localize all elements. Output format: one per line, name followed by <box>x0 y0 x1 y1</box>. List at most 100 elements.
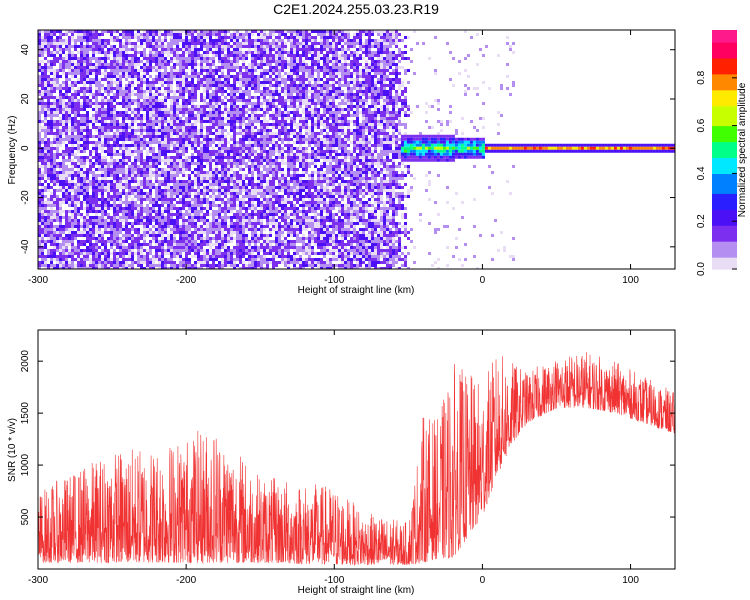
heatmap-cell <box>254 105 257 108</box>
heatmap-cell <box>209 222 212 225</box>
heatmap-cell <box>185 156 188 159</box>
heatmap-cell <box>41 189 44 192</box>
heatmap-cell <box>254 45 257 48</box>
heatmap-cell <box>95 150 98 153</box>
heatmap-cell <box>47 165 50 168</box>
heatmap-cell <box>107 30 110 33</box>
heatmap-cell <box>89 252 92 255</box>
heatmap-cell <box>56 204 59 207</box>
heatmap-cell <box>128 213 131 216</box>
heatmap-cell <box>146 228 149 231</box>
heatmap-cell <box>230 147 233 150</box>
heatmap-cell <box>239 66 242 69</box>
heatmap-cell <box>227 36 230 39</box>
heatmap-cell <box>143 231 146 234</box>
heatmap-cell <box>113 258 116 261</box>
heatmap-cell <box>170 225 173 228</box>
heatmap-cell <box>68 240 71 243</box>
heatmap-cell <box>104 99 107 102</box>
heatmap-cell <box>206 90 209 93</box>
heatmap-cell <box>62 39 65 42</box>
heatmap-cell <box>53 114 56 117</box>
heatmap-cell <box>251 138 254 141</box>
heatmap-cell <box>209 264 212 267</box>
heatmap-cell <box>239 108 242 111</box>
heatmap-cell <box>161 234 164 237</box>
heatmap-cell <box>158 78 161 81</box>
heatmap-cell <box>209 105 212 108</box>
heatmap-cell <box>86 111 89 114</box>
heatmap-cell <box>128 156 131 159</box>
heatmap-cell <box>110 222 113 225</box>
heatmap-cell <box>149 69 152 72</box>
heatmap-cell <box>140 192 143 195</box>
heatmap-cell <box>77 264 80 267</box>
heatmap-cell <box>95 267 98 269</box>
heatmap-cell <box>74 105 77 108</box>
heatmap-cell <box>56 234 59 237</box>
heatmap-cell <box>185 243 188 246</box>
heatmap-cell <box>170 264 173 267</box>
heatmap-cell <box>41 150 44 153</box>
heatmap-cell <box>44 141 47 144</box>
heatmap-cell <box>212 93 215 96</box>
heatmap-cell <box>254 102 257 105</box>
heatmap-cell <box>146 114 149 117</box>
heatmap-cell <box>251 240 254 243</box>
heatmap-cell <box>182 267 185 269</box>
heatmap-cell <box>200 189 203 192</box>
heatmap-cell <box>245 117 248 120</box>
heatmap-cell <box>122 96 125 99</box>
heatmap-cell <box>158 210 161 213</box>
heatmap-cell <box>83 222 86 225</box>
heatmap-cell <box>134 63 137 66</box>
heatmap-cell <box>68 120 71 123</box>
heatmap-cell <box>71 228 74 231</box>
heatmap-cell <box>71 186 74 189</box>
heatmap-cell <box>212 225 215 228</box>
heatmap-cell <box>62 264 65 267</box>
heatmap-cell <box>182 63 185 66</box>
heatmap-cell <box>110 165 113 168</box>
heatmap-cell <box>182 249 185 252</box>
heatmap-cell <box>98 204 101 207</box>
heatmap-cell <box>143 144 146 147</box>
heatmap-cell <box>110 60 113 63</box>
heatmap-cell <box>257 54 260 57</box>
heatmap-cell <box>56 231 59 234</box>
heatmap-cell <box>248 156 251 159</box>
heatmap-cell <box>248 114 251 117</box>
heatmap-cell <box>38 69 41 72</box>
heatmap-cell <box>158 135 161 138</box>
heatmap-cell <box>62 132 65 135</box>
heatmap-cell <box>56 84 59 87</box>
heatmap-cell <box>224 48 227 51</box>
heatmap-cell <box>59 120 62 123</box>
heatmap-cell <box>239 48 242 51</box>
heatmap-cell <box>113 114 116 117</box>
heatmap-cell <box>254 111 257 114</box>
heatmap-cell <box>203 138 206 141</box>
heatmap-cell <box>74 81 77 84</box>
heatmap-cell <box>143 114 146 117</box>
heatmap-cell <box>206 249 209 252</box>
heatmap-cell <box>188 267 191 269</box>
heatmap-cell <box>197 30 200 33</box>
heatmap-cell <box>242 237 245 240</box>
heatmap-cell <box>248 243 251 246</box>
heatmap-cell <box>206 36 209 39</box>
heatmap-cell <box>89 156 92 159</box>
heatmap-cell <box>62 129 65 132</box>
heatmap-cell <box>146 126 149 129</box>
heatmap-cell <box>74 30 77 33</box>
heatmap-cell <box>44 264 47 267</box>
heatmap-cell <box>179 231 182 234</box>
heatmap-cell <box>71 165 74 168</box>
heatmap-cell <box>71 123 74 126</box>
heatmap-cell <box>113 63 116 66</box>
heatmap-cell <box>140 171 143 174</box>
heatmap-cell <box>59 66 62 69</box>
heatmap-cell <box>170 114 173 117</box>
heatmap-cell <box>194 129 197 132</box>
heatmap-cell <box>44 168 47 171</box>
